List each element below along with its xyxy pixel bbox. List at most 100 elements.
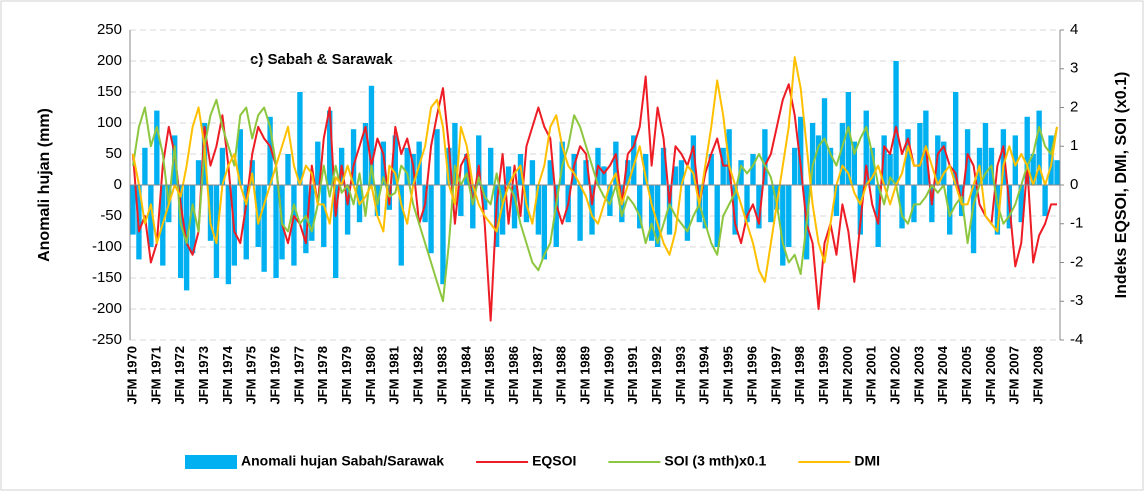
- bar: [881, 135, 887, 185]
- bar: [982, 123, 989, 185]
- bar: [470, 185, 476, 229]
- bar: [738, 160, 744, 185]
- bar: [154, 110, 160, 185]
- annotation: c) Sabah & Sarawak: [250, 51, 393, 68]
- bar: [851, 141, 858, 185]
- x-tick-label: JFM 1981: [387, 346, 402, 405]
- bar: [261, 185, 267, 272]
- bar: [863, 110, 869, 185]
- bar: [237, 129, 243, 185]
- bar: [291, 185, 297, 266]
- bar: [243, 185, 249, 260]
- bar: [690, 135, 697, 185]
- x-tick-label: JFM 1997: [768, 346, 783, 405]
- x-tick-label: JFM 1984: [458, 345, 473, 404]
- y2-tick-label: -4: [1070, 331, 1083, 348]
- bar: [678, 160, 685, 185]
- bar: [148, 185, 154, 247]
- bar: [774, 185, 780, 210]
- legend-label: Anomali hujan Sabah/Sarawak: [241, 453, 444, 469]
- bar: [845, 92, 852, 185]
- bar: [648, 185, 655, 241]
- x-tick-label: JFM 1972: [172, 346, 187, 405]
- x-tick-label: JFM 1974: [220, 345, 235, 404]
- bar: [660, 147, 667, 185]
- bar: [839, 123, 846, 185]
- bar: [344, 185, 351, 235]
- x-tick-label: JFM 1982: [411, 346, 426, 405]
- bar: [827, 147, 834, 185]
- bar: [625, 160, 631, 185]
- bar: [631, 135, 637, 185]
- x-tick-label: JFM 2000: [840, 346, 855, 405]
- bar: [708, 154, 714, 185]
- bar: [464, 154, 470, 185]
- x-tick-label: JFM 1976: [267, 346, 282, 405]
- y-tick-label: 150: [97, 83, 122, 100]
- bar: [195, 160, 202, 185]
- bar: [285, 154, 291, 185]
- x-tick-label: JFM 1983: [434, 346, 449, 405]
- x-tick-label: JFM 1998: [792, 346, 807, 405]
- bar: [583, 160, 589, 185]
- x-tick-label: JFM 2004: [935, 345, 950, 404]
- bar: [1030, 154, 1036, 185]
- y2-tick-label: -3: [1070, 292, 1083, 309]
- x-tick-label: JFM 1973: [196, 346, 211, 405]
- y-tick-label: -150: [92, 269, 122, 286]
- x-tick-label: JFM 1988: [554, 346, 569, 405]
- x-tick-label: JFM 2007: [1007, 346, 1022, 405]
- bar: [887, 154, 893, 185]
- bar: [1042, 185, 1048, 216]
- x-tick-label: JFM 1996: [744, 346, 759, 405]
- bar: [273, 185, 279, 278]
- bar: [309, 185, 315, 241]
- bar: [952, 92, 959, 185]
- bar: [1012, 135, 1018, 185]
- bar: [654, 185, 661, 247]
- bar: [601, 166, 607, 185]
- x-tick-label: JFM 1986: [506, 346, 521, 405]
- bar: [869, 147, 875, 185]
- legend-label: DMI: [854, 453, 880, 469]
- line-series: [131, 98, 1058, 303]
- x-tick-label: JFM 1990: [601, 346, 616, 405]
- y2-axis-title: Indeks EQSOI, DMI, SOI (x0.1): [1113, 72, 1130, 299]
- bar: [225, 185, 232, 285]
- y-tick-label: 200: [97, 52, 122, 69]
- x-tick-label: JFM 1978: [315, 346, 330, 405]
- legend-label: EQSOI: [532, 453, 576, 469]
- x-tick-label: JFM 2003: [911, 346, 926, 405]
- bar: [332, 185, 339, 278]
- y2-tick-label: 2: [1070, 98, 1078, 115]
- bar: [947, 185, 953, 235]
- bar: [792, 147, 798, 185]
- y-axis-title: Anomali hujan (mm): [36, 108, 53, 262]
- x-tick-label: JFM 1970: [124, 346, 139, 405]
- bar: [893, 61, 899, 185]
- bar: [941, 141, 947, 185]
- bar: [350, 129, 357, 185]
- x-tick-label: JFM 1985: [482, 346, 497, 405]
- x-tick-label: JFM 1979: [339, 346, 354, 405]
- bar: [177, 185, 184, 278]
- bar: [637, 185, 643, 229]
- bar: [815, 135, 822, 185]
- bar: [607, 185, 613, 216]
- bar: [577, 185, 583, 241]
- bar: [821, 98, 828, 185]
- y-tick-label: -200: [92, 300, 122, 317]
- x-tick-label: JFM 1991: [625, 346, 640, 405]
- bar: [642, 154, 649, 185]
- bar: [750, 154, 756, 185]
- bar: [833, 185, 840, 216]
- y2-tick-label: 1: [1070, 137, 1078, 154]
- bar: [404, 147, 410, 185]
- line-series: [131, 56, 1059, 283]
- bar: [315, 141, 321, 185]
- bar: [1018, 185, 1024, 223]
- bar: [1036, 110, 1042, 185]
- bar: [428, 185, 434, 254]
- bar: [553, 185, 559, 247]
